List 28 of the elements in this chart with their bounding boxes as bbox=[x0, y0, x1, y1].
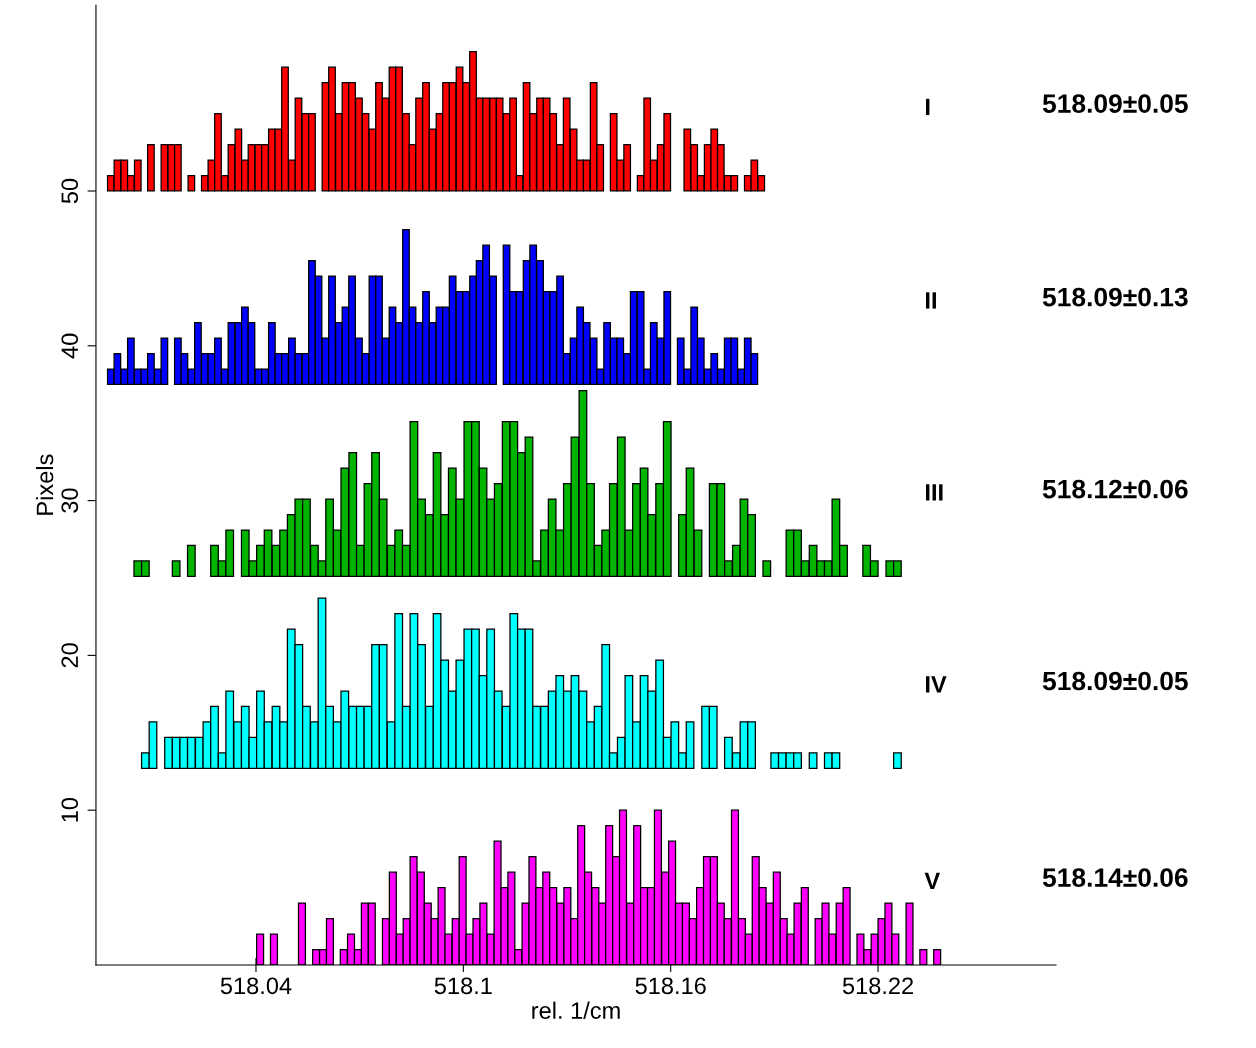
bar bbox=[808, 752, 818, 770]
series-label: V bbox=[924, 872, 940, 890]
y-axis-title: Pixels bbox=[35, 454, 54, 515]
x-axis-title: rel. 1/cm bbox=[532, 1001, 620, 1019]
text: II bbox=[926, 292, 936, 309]
bar bbox=[147, 143, 155, 192]
x-tick-label: 518.04 bbox=[220, 977, 292, 995]
x-tick-label: 518.1 bbox=[434, 977, 492, 995]
bar bbox=[186, 544, 196, 578]
x-tick-label: 518.22 bbox=[842, 977, 913, 995]
text: III bbox=[926, 484, 943, 501]
text: I bbox=[926, 98, 930, 116]
annotation: 518.12±0.06 bbox=[1042, 479, 1188, 499]
annotation: 518.09±0.05 bbox=[1042, 94, 1188, 113]
x-tick-label: 518.16 bbox=[635, 977, 706, 995]
annotation: 518.14±0.06 bbox=[1042, 868, 1188, 887]
bar bbox=[187, 174, 196, 192]
y-tick-label: 40 bbox=[61, 333, 79, 359]
bar bbox=[892, 752, 902, 770]
y-tick-label: 30 bbox=[61, 488, 79, 513]
bar bbox=[171, 560, 181, 578]
text: IV bbox=[926, 676, 947, 693]
bar bbox=[762, 560, 772, 578]
y-tick-label: 10 bbox=[61, 797, 79, 822]
annotation: 518.09±0.05 bbox=[1042, 671, 1188, 691]
annotation: 518.09±0.13 bbox=[1042, 287, 1188, 307]
y-tick-label: 50 bbox=[61, 178, 79, 204]
y-tick-label: 20 bbox=[61, 643, 79, 668]
